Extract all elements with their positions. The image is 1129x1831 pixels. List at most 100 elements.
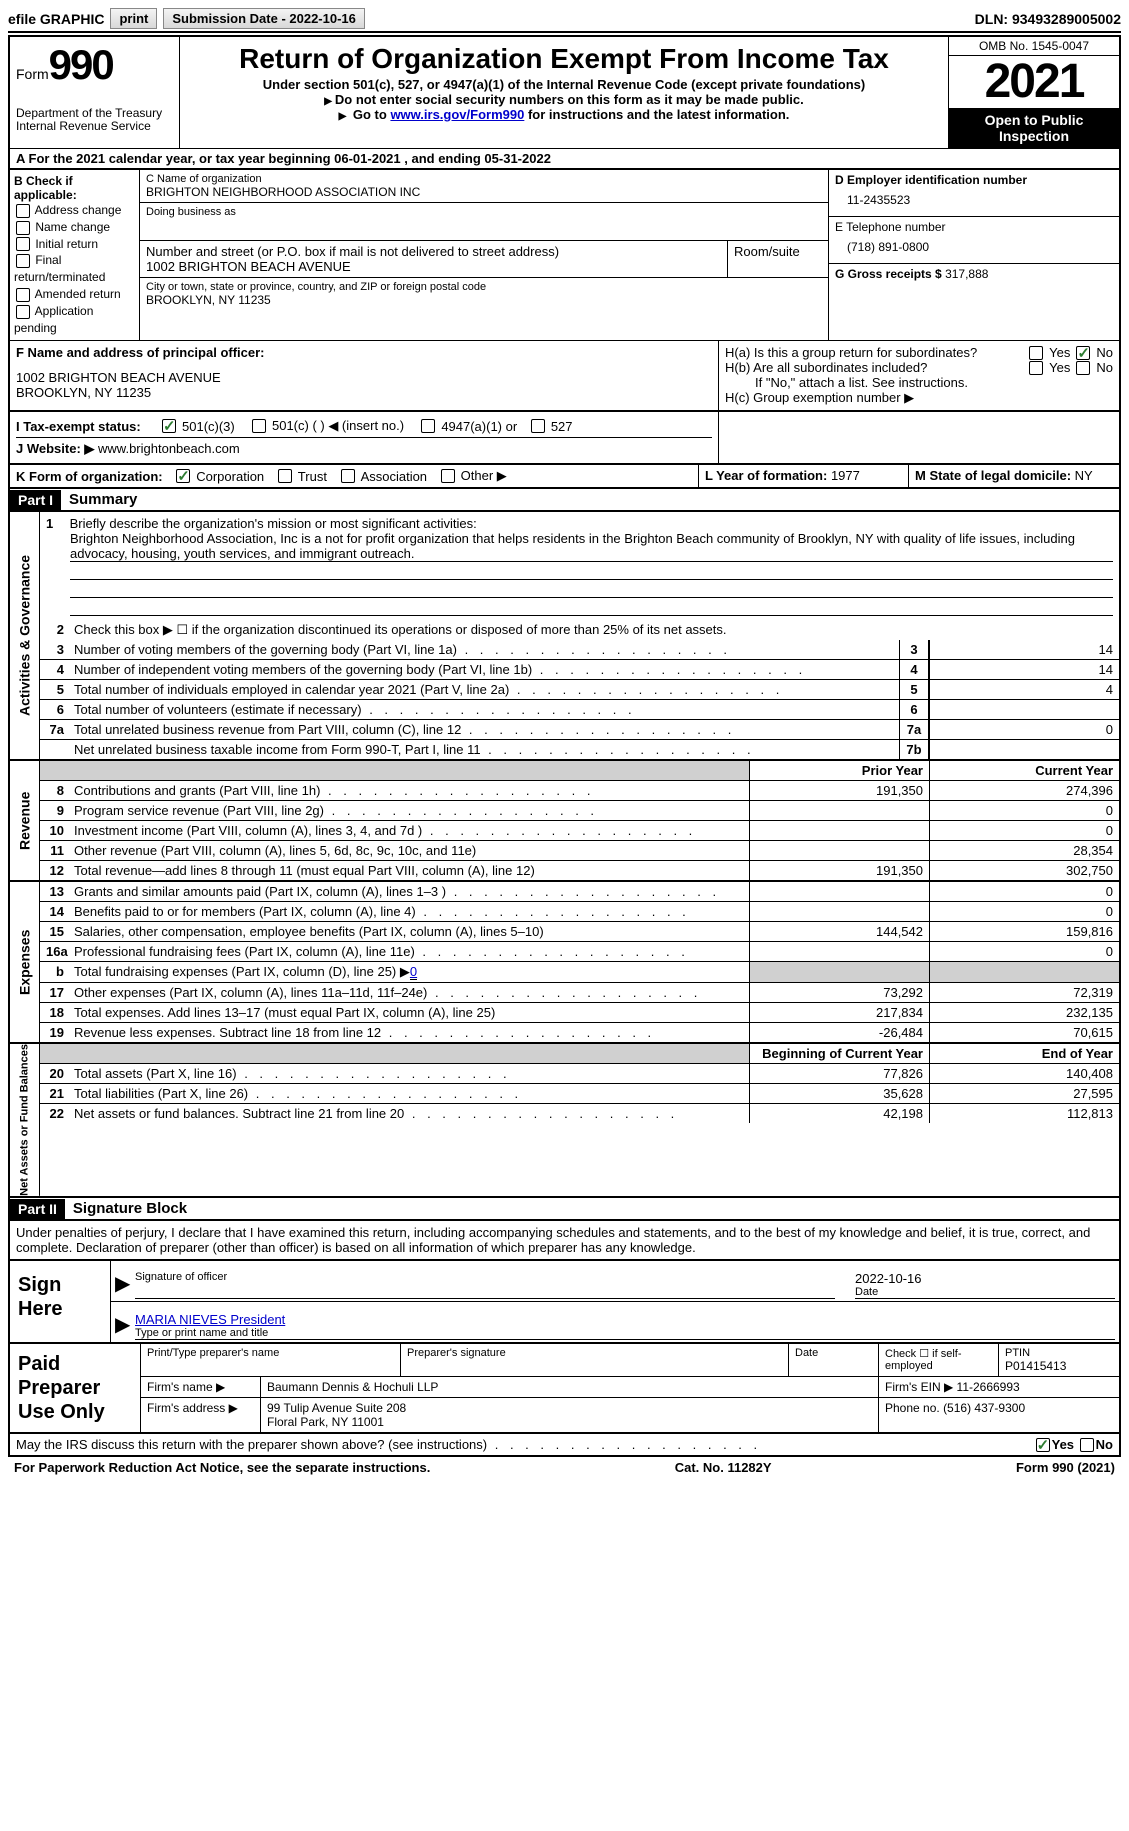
cat-number: Cat. No. 11282Y [675,1460,772,1475]
ein-value: 11-2435523 [835,187,1113,213]
cb-501c[interactable] [252,419,266,433]
col-current: Current Year [929,761,1119,780]
cb-4947[interactable] [421,419,435,433]
header-middle: Return of Organization Exempt From Incom… [180,37,949,148]
line-12-prior: 191,350 [749,861,929,880]
cb-trust[interactable] [278,469,292,483]
officer-group-row: F Name and address of principal officer:… [8,341,1121,412]
form-note-link: Go to www.irs.gov/Form990 for instructio… [188,107,940,122]
ha-yes[interactable] [1029,346,1043,360]
line-22-prior: 42,198 [749,1104,929,1123]
perjury-declaration: Under penalties of perjury, I declare th… [8,1221,1121,1260]
header-right: OMB No. 1545-0047 2021 Open to Public In… [949,37,1119,148]
period-end: 05-31-2022 [484,151,551,166]
line-19-curr: 70,615 [929,1023,1119,1042]
form-org-label: K Form of organization: [16,469,163,484]
line-8-curr: 274,396 [929,781,1119,800]
ha-label: H(a) Is this a group return for subordin… [725,345,1023,360]
line-15-curr: 159,816 [929,922,1119,941]
line-3-val: 14 [929,640,1119,659]
line-20-prior: 77,826 [749,1064,929,1083]
line-16a-curr: 0 [929,942,1119,961]
cb-pending[interactable]: Application pending [14,303,135,337]
line-17-curr: 72,319 [929,983,1119,1002]
firm-name: Baumann Dennis & Hochuli LLP [261,1377,879,1397]
part1-header: Part I Summary [8,489,1121,512]
part2-label: Part II [10,1199,65,1219]
arrow-icon: ▶ [115,1312,135,1340]
hb-label: H(b) Are all subordinates included? [725,360,1023,375]
state-domicile-label: M State of legal domicile: [915,468,1071,483]
summary-expenses: Expenses 13Grants and similar amounts pa… [8,882,1121,1044]
vlabel-revenue: Revenue [10,761,40,880]
period-begin: 06-01-2021 [334,151,401,166]
line-13-prior [749,882,929,901]
line-9-prior [749,801,929,820]
line-14-desc: Benefits paid to or for members (Part IX… [70,902,749,921]
vlabel-expenses: Expenses [10,882,40,1042]
line-13-curr: 0 [929,882,1119,901]
line-4-desc: Number of independent voting members of … [70,660,899,679]
officer-addr1: 1002 BRIGHTON BEACH AVENUE [16,370,712,385]
cb-final-return[interactable]: Final return/terminated [14,252,135,286]
sig-date: 2022-10-16 [855,1271,1115,1286]
ha-no[interactable] [1076,346,1090,360]
line-16a-prior [749,942,929,961]
line-16a-desc: Professional fundraising fees (Part IX, … [70,942,749,961]
gross-label: G Gross receipts $ [835,267,942,281]
ptin-value: P01415413 [1005,1359,1113,1373]
line-7a-desc: Total unrelated business revenue from Pa… [70,720,899,739]
page-footer: For Paperwork Reduction Act Notice, see … [8,1457,1121,1478]
sig-officer-label: Signature of officer [135,1271,835,1283]
paid-preparer-label: Paid Preparer Use Only [10,1344,140,1432]
line-10-desc: Investment income (Part VIII, column (A)… [70,821,749,840]
print-button[interactable]: print [110,8,157,29]
cb-address-change[interactable]: Address change [14,202,135,219]
discuss-no[interactable] [1080,1438,1094,1452]
cb-other[interactable] [441,469,455,483]
tax-year: 2021 [949,56,1119,108]
submission-date-button[interactable]: Submission Date - 2022-10-16 [163,8,365,29]
summary-activities: Activities & Governance 1 Briefly descri… [8,512,1121,761]
form-title: Return of Organization Exempt From Incom… [188,43,940,75]
cb-amended[interactable]: Amended return [14,286,135,303]
line-14-prior [749,902,929,921]
self-employed-check[interactable]: Check ☐ if self-employed [885,1347,992,1372]
cb-527[interactable] [531,419,545,433]
part2-title: Signature Block [65,1198,195,1219]
gross-value: 317,888 [945,267,988,281]
box-d-e-g: D Employer identification number 11-2435… [829,170,1119,340]
sign-here-label: Sign Here [10,1261,110,1342]
exempt-label: I Tax-exempt status: [16,419,156,434]
irs-link[interactable]: www.irs.gov/Form990 [390,107,524,122]
hb-yes[interactable] [1029,361,1043,375]
state-domicile-value: NY [1075,468,1093,483]
line-22-curr: 112,813 [929,1104,1119,1123]
cb-assoc[interactable] [341,469,355,483]
cb-initial-return[interactable]: Initial return [14,236,135,253]
sig-date-label: Date [855,1286,1115,1298]
part1-label: Part I [10,490,61,510]
ein-label: D Employer identification number [835,173,1113,187]
line-20-desc: Total assets (Part X, line 16) [70,1064,749,1083]
identity-block: B Check if applicable: Address change Na… [8,168,1121,341]
line-18-prior: 217,834 [749,1003,929,1022]
line-14-curr: 0 [929,902,1119,921]
line-19-desc: Revenue less expenses. Subtract line 18 … [70,1023,749,1042]
line-4-val: 14 [929,660,1119,679]
open-inspection-badge: Open to Public Inspection [949,108,1119,148]
cb-corp[interactable] [176,469,190,483]
line-16b-desc: Total fundraising expenses (Part IX, col… [70,962,749,982]
year-formation-label: L Year of formation: [705,468,827,483]
hb-no[interactable] [1076,361,1090,375]
cb-name-change[interactable]: Name change [14,219,135,236]
cb-501c3[interactable] [162,419,176,433]
discuss-yes[interactable] [1036,1438,1050,1452]
dba-label: Doing business as [146,206,822,218]
line-17-desc: Other expenses (Part IX, column (A), lin… [70,983,749,1002]
paperwork-notice: For Paperwork Reduction Act Notice, see … [14,1460,430,1475]
top-bar: efile GRAPHIC print Submission Date - 20… [8,8,1121,29]
line-21-prior: 35,628 [749,1084,929,1103]
line-7b-desc: Net unrelated business taxable income fr… [70,740,899,759]
discuss-row: May the IRS discuss this return with the… [8,1434,1121,1457]
